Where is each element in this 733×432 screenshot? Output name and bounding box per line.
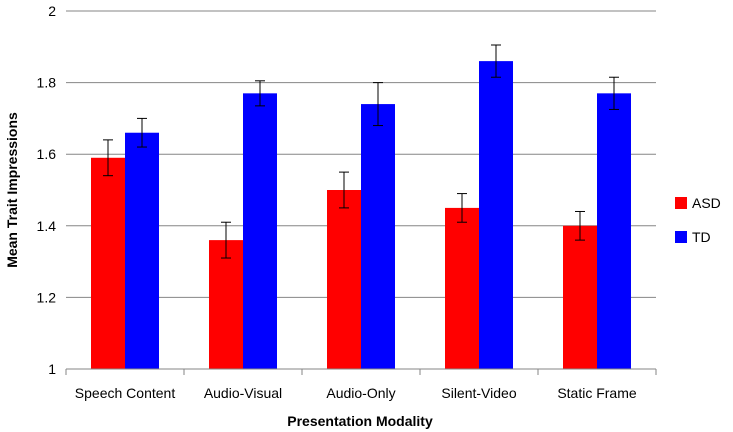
legend-label: TD [692,229,711,245]
legend-swatch [675,197,687,209]
error-bar [221,221,231,259]
error-bar [491,44,501,78]
x-tick-label: Audio-Only [326,385,395,401]
x-tick-label: Audio-Visual [204,385,282,401]
error-bar [457,193,467,223]
error-bar [339,171,349,209]
x-tick-label: Speech Content [75,385,176,401]
bar-td [243,93,277,369]
bars [91,61,631,370]
error-bar [103,139,113,177]
bar-td [361,104,395,369]
y-tick-label: 1 [48,361,56,377]
legend-item-asd: ASD [675,195,721,211]
error-bar [373,82,383,127]
legend: ASD TD [675,195,721,245]
x-axis-ticks: Speech Content Audio-Visual Audio-Only Sile… [75,385,637,401]
y-tick-label: 2 [48,3,56,19]
bar-asd [563,225,597,369]
bar-asd [209,240,243,369]
legend-swatch [675,231,687,243]
y-axis-title: Mean Trait Impressions [4,112,20,268]
legend-label: ASD [692,195,721,211]
error-bar [255,80,265,107]
legend-item-td: TD [675,229,711,245]
bar-td [597,93,631,369]
y-axis-ticks: 1 1.2 1.4 1.6 1.8 2 [37,3,57,377]
y-tick-label: 1.6 [37,146,57,162]
y-tick-label: 1.4 [37,218,57,234]
x-axis [65,368,657,375]
bar-asd [91,157,125,369]
error-bar [609,76,619,110]
error-bar [137,117,147,148]
x-tick-label: Silent-Video [441,385,516,401]
bar-td [479,61,513,370]
y-tick-label: 1.8 [37,75,57,91]
x-axis-title: Presentation Modality [287,413,433,429]
bar-td [125,132,159,369]
error-bars [103,44,619,259]
x-tick-label: Static Frame [557,385,637,401]
error-bar [575,210,585,241]
y-tick-label: 1.2 [37,289,57,305]
bar-asd [327,190,361,369]
bar-asd [445,207,479,369]
